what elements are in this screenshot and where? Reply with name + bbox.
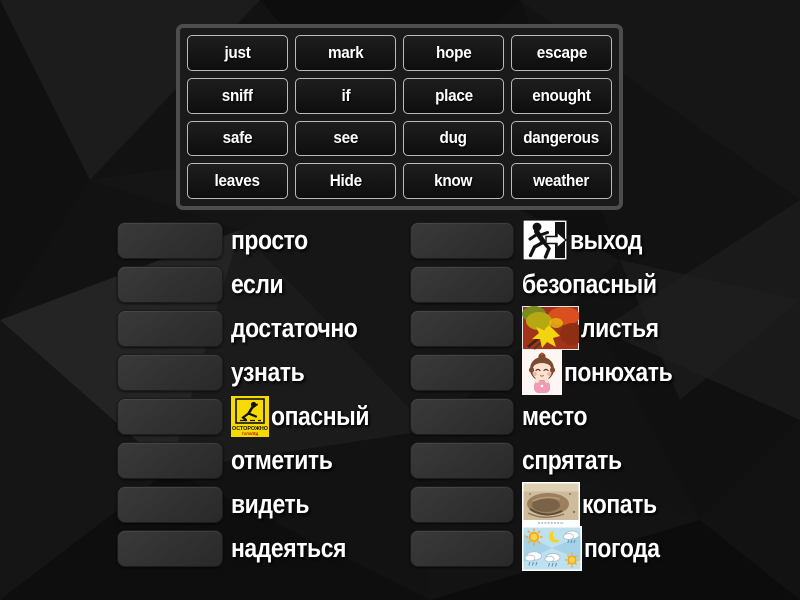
match-label: спрятать (522, 444, 622, 475)
word-tile-label: enought (532, 85, 591, 105)
match-row: спрятать (410, 438, 691, 482)
match-column-left: просто если достаточно узнать ОСТОРОЖНО … (117, 218, 386, 570)
word-tile[interactable]: place (403, 77, 504, 114)
match-label: видеть (231, 488, 310, 519)
svg-text:ОСТОРОЖНО: ОСТОРОЖНО (232, 426, 268, 432)
match-row: если (117, 262, 386, 306)
word-tile-label: just (224, 42, 251, 62)
answer-slot[interactable] (410, 485, 514, 523)
match-row: листья (410, 306, 691, 350)
match-row: надеяться (117, 526, 386, 570)
word-tile-label: dug (439, 128, 468, 148)
word-tile-label: sniff (222, 85, 253, 105)
match-row: узнать (117, 350, 386, 394)
match-row: безопасный (410, 262, 691, 306)
answer-slot[interactable] (410, 353, 514, 391)
match-row: место (410, 394, 691, 438)
match-label: копать (582, 488, 657, 519)
match-label: опасный (271, 400, 370, 431)
word-tile[interactable]: leaves (187, 163, 288, 199)
match-row: просто (117, 218, 386, 262)
match-label: безопасный (522, 268, 657, 299)
answer-slot[interactable] (117, 485, 223, 523)
match-row: отметить (117, 438, 386, 482)
match-label: просто (231, 224, 308, 255)
word-tile[interactable]: sniff (187, 77, 288, 114)
word-tile-label: leaves (214, 171, 261, 191)
slip-warning-icon: ОСТОРОЖНО ГОЛОЛЁД (231, 395, 269, 437)
answer-slot[interactable] (117, 221, 223, 259)
word-tile[interactable]: mark (295, 35, 396, 71)
autumn-leaves-icon (522, 306, 584, 350)
match-row: выход (410, 218, 691, 262)
match-label: место (522, 400, 588, 431)
word-tile[interactable]: know (403, 163, 504, 199)
match-label: если (231, 268, 284, 299)
answer-slot[interactable] (117, 353, 223, 391)
answer-slot[interactable] (117, 441, 223, 479)
word-tile-label: hope (435, 42, 472, 62)
word-tile-label: mark (327, 42, 364, 62)
word-tile-label: if (341, 85, 350, 105)
word-tile-label: know (434, 171, 473, 191)
word-tile[interactable]: escape (511, 35, 612, 71)
svg-text:ГОЛОЛЁД: ГОЛОЛЁД (242, 432, 259, 436)
digging-hole-icon (522, 481, 580, 527)
match-row: понюхать (410, 349, 691, 395)
word-bank: just mark hope escape sniff if place eno… (176, 24, 623, 210)
word-tile-label: place (434, 85, 473, 105)
answer-slot[interactable] (117, 309, 223, 347)
word-tile[interactable]: if (295, 77, 396, 114)
word-tile-label: Hide (329, 171, 362, 191)
match-row: достаточно (117, 306, 386, 350)
word-tile-label: escape (536, 42, 587, 62)
match-label: отметить (231, 444, 333, 475)
match-row: копать (410, 481, 691, 527)
match-row: ОСТОРОЖНО ГОЛОЛЁД опасный (117, 394, 386, 438)
word-tile-label: see (333, 128, 358, 148)
match-row: погода (410, 525, 691, 571)
word-tile[interactable]: Hide (295, 163, 396, 199)
word-tile[interactable]: dug (403, 120, 504, 157)
word-tile[interactable]: weather (511, 163, 612, 199)
answer-slot[interactable] (410, 397, 514, 435)
answer-slot[interactable] (410, 265, 514, 303)
match-column-right: выход безопасный листья (410, 218, 691, 571)
answer-slot[interactable] (117, 265, 223, 303)
weather-pictures-icon (522, 525, 582, 571)
match-label: понюхать (564, 356, 673, 387)
answer-slot[interactable] (117, 529, 223, 567)
match-row: видеть (117, 482, 386, 526)
match-label: узнать (231, 356, 305, 387)
word-tile-label: weather (533, 171, 590, 191)
match-label: достаточно (231, 312, 358, 343)
sniffing-girl-icon (522, 349, 562, 395)
answer-slot[interactable] (410, 221, 514, 259)
exit-sign-icon (522, 219, 569, 262)
word-tile[interactable]: just (187, 35, 288, 71)
match-label: листья (581, 312, 659, 343)
match-label: выход (570, 224, 643, 255)
word-tile[interactable]: see (295, 120, 396, 157)
match-label: погода (584, 532, 660, 563)
word-tile[interactable]: enought (511, 77, 612, 114)
answer-slot[interactable] (410, 529, 514, 567)
word-tile-label: dangerous (523, 128, 600, 148)
match-label: надеяться (231, 532, 347, 563)
word-tile-label: safe (222, 128, 253, 148)
word-tile[interactable]: safe (187, 120, 288, 157)
answer-slot[interactable] (117, 397, 223, 435)
answer-slot[interactable] (410, 309, 514, 347)
word-tile[interactable]: dangerous (511, 120, 612, 157)
word-tile[interactable]: hope (403, 35, 504, 71)
answer-slot[interactable] (410, 441, 514, 479)
